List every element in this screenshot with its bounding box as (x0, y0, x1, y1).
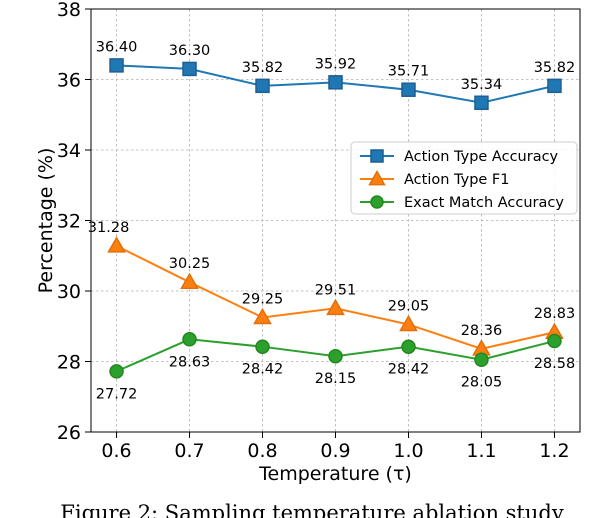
legend-action-type-f1-marker (368, 170, 386, 186)
x-tick-label: 0.6 (101, 440, 131, 462)
action-type-accuracy-data-label: 35.92 (315, 56, 357, 72)
exact-match-accuracy-marker (474, 352, 489, 367)
axes: 0.6 0.7 0.8 0.9 1.0 1.1 1.2 26 28 30 32 34 36 38 (57, 0, 581, 462)
data-labels: 36.40 36.30 35.82 35.92 35.71 35.34 35.82 31.28… (88, 39, 575, 402)
action-type-accuracy-data-label: 35.82 (534, 60, 576, 76)
y-tick-label: 26 (57, 422, 81, 444)
x-tick-label: 0.8 (247, 440, 277, 462)
action-type-accuracy-marker (255, 78, 270, 94)
x-tick-label: 1.0 (393, 440, 423, 462)
exact-match-accuracy-marker (401, 339, 416, 354)
legend-box (350, 141, 578, 215)
action-type-f1-data-label: 30.25 (169, 256, 211, 272)
y-axis-title: Percentage (%) (35, 148, 57, 294)
action-type-f1-marker (180, 272, 199, 289)
action-type-accuracy-marker (547, 78, 562, 94)
action-type-accuracy-marker (401, 82, 416, 97)
exact-match-accuracy-data-label: 28.15 (315, 371, 357, 387)
action-type-f1-data-label: 29.51 (315, 282, 357, 298)
exact-match-accuracy-data-label: 28.42 (388, 362, 430, 378)
action-type-accuracy-marker (109, 58, 124, 73)
legend-entry-exact-match-accuracy: Exact Match Accuracy (360, 195, 564, 211)
action-type-f1-marker (399, 314, 418, 332)
x-axis-title: Temperature (τ) (258, 463, 412, 485)
gridlines (91, 8, 580, 433)
action-type-f1-marker (253, 307, 272, 325)
action-type-accuracy-data-label: 35.34 (461, 77, 503, 93)
x-tick-label: 1.2 (539, 440, 569, 462)
y-tick-label: 34 (57, 140, 81, 162)
action-type-accuracy-data-label: 35.82 (242, 60, 284, 76)
x-tick-label: 0.9 (320, 440, 350, 462)
x-tick-label: 1.1 (466, 440, 496, 462)
action-type-accuracy-data-label: 36.40 (96, 39, 138, 55)
action-type-accuracy-marker (328, 75, 343, 90)
exact-match-accuracy-marker (547, 333, 562, 349)
action-type-accuracy-data-label: 35.71 (388, 64, 430, 80)
y-tick-label: 38 (57, 0, 81, 21)
action-type-f1-data-label: 29.05 (388, 298, 430, 314)
action-type-accuracy-marker (474, 95, 489, 111)
action-type-f1-data-label: 31.28 (88, 220, 130, 236)
exact-match-accuracy-data-label: 28.58 (534, 356, 576, 372)
exact-match-accuracy-marker (109, 364, 124, 379)
exact-match-accuracy-marker (328, 348, 343, 364)
legend-label: Exact Match Accuracy (404, 195, 564, 211)
legend-label: Action Type F1 (404, 172, 510, 188)
action-type-f1-data-label: 28.83 (534, 306, 576, 322)
action-type-f1-data-label: 29.25 (242, 291, 284, 307)
y-tick-label: 30 (57, 281, 81, 303)
action-type-accuracy-series (109, 58, 562, 111)
action-type-f1-series (107, 236, 564, 356)
action-type-f1-marker (326, 298, 345, 316)
legend-entry-action-type-f1: Action Type F1 (360, 170, 510, 188)
exact-match-accuracy-data-label: 28.63 (169, 354, 211, 370)
legend: Action Type Accuracy Action Type F1 Exact … (350, 141, 578, 215)
exact-match-accuracy-data-label: 28.42 (242, 362, 284, 378)
y-tick-label: 32 (57, 211, 81, 233)
legend-entry-action-type-accuracy: Action Type Accuracy (360, 149, 559, 165)
exact-match-accuracy-marker (182, 332, 197, 347)
y-tick-label: 28 (57, 352, 81, 374)
legend-label: Action Type Accuracy (404, 149, 559, 165)
action-type-accuracy-data-label: 36.30 (169, 43, 211, 59)
exact-match-accuracy-data-label: 27.72 (96, 386, 138, 402)
exact-match-accuracy-marker (255, 339, 270, 354)
x-tick-label: 0.7 (174, 440, 204, 462)
series-layer (107, 58, 564, 379)
action-type-accuracy-marker (182, 61, 197, 77)
y-tick-label: 36 (57, 70, 81, 92)
action-type-f1-marker (107, 236, 126, 253)
exact-match-accuracy-data-label: 28.05 (461, 375, 503, 391)
action-type-f1-data-label: 28.36 (461, 323, 503, 339)
legend-action-type-accuracy-marker (370, 149, 384, 163)
legend-exact-match-accuracy-marker (370, 195, 384, 209)
exact-match-accuracy-series (109, 332, 562, 379)
figure-caption: Figure 2: Sampling temperature ablation … (60, 501, 564, 518)
